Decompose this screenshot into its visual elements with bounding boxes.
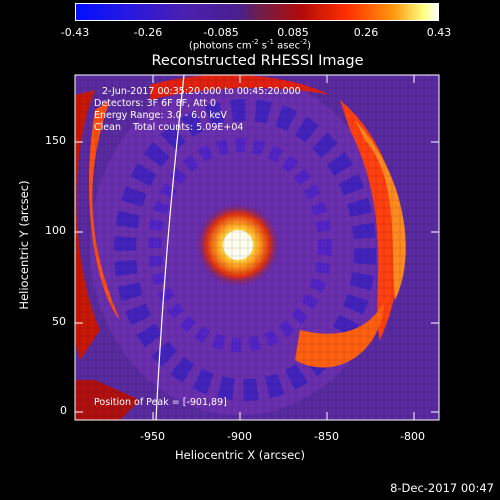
colorbar xyxy=(75,3,439,21)
time-range-label: 2-Jun-2017 00:35:20.000 to 00:45:20.000 xyxy=(102,86,301,97)
y-tick-label: 150 xyxy=(45,134,66,147)
colorbar-tick: -0.43 xyxy=(60,26,90,39)
colorbar-tick: -0.26 xyxy=(133,26,163,39)
colorbar-units: (photons cm-2 s-1 asec-2) xyxy=(188,38,312,52)
colorbar-tick: -0.085 xyxy=(203,26,239,39)
x-axis-label: Heliocentric X (arcsec) xyxy=(175,448,305,462)
colorbar-ticks: -0.43 -0.26 -0.085 0.085 0.26 0.43 xyxy=(0,0,500,40)
x-tick-label: -850 xyxy=(314,430,339,443)
timestamp: 8-Dec-2017 00:47 xyxy=(390,481,494,495)
colorbar-tick: 0.26 xyxy=(353,26,379,39)
x-tick-label: -950 xyxy=(140,430,165,443)
y-tick-label: 0 xyxy=(60,404,67,417)
colorbar-tick: 0.43 xyxy=(426,26,452,39)
image-title: Reconstructed RHESSI Image xyxy=(151,53,364,69)
y-tick-label: 50 xyxy=(52,315,66,328)
peak-position-label: Position of Peak = [-901,89] xyxy=(94,397,227,408)
colorbar-tick: 0.085 xyxy=(277,26,309,39)
y-tick-label: 100 xyxy=(45,224,66,237)
y-axis-label: Heliocentric Y (arcsec) xyxy=(17,180,31,310)
clean-counts-label: Clean Total counts: 5.09E+04 xyxy=(94,122,244,133)
x-tick-label: -900 xyxy=(227,430,252,443)
x-tick-label: -800 xyxy=(400,430,425,443)
detectors-label: Detectors: 3F 6F 8F, Att 0 xyxy=(94,98,217,109)
energy-range-label: Energy Range: 3.0 - 6.0 keV xyxy=(94,110,227,121)
